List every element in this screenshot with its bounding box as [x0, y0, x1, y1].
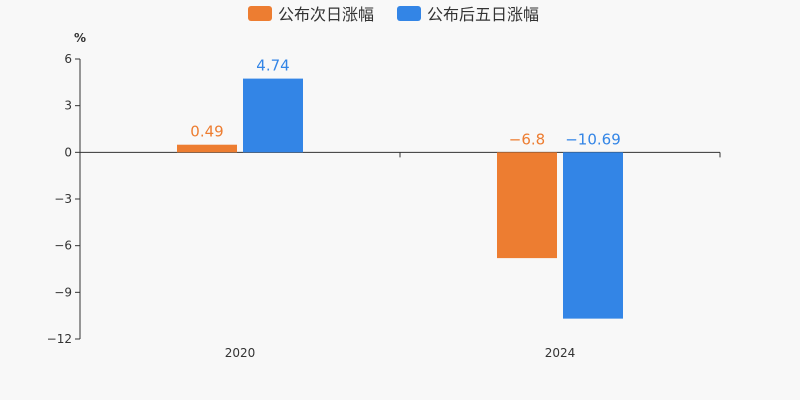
legend-label-next-day: 公布次日涨幅: [278, 5, 374, 24]
legend[interactable]: 公布次日涨幅 公布后五日涨幅: [248, 5, 539, 24]
bar: [243, 78, 303, 153]
bars: [177, 78, 623, 319]
bar-value-label: 0.49: [190, 123, 223, 141]
data-labels: 0.49 4.74 −6.8 −10.69: [190, 57, 620, 149]
y-tick-label: 6: [64, 52, 72, 66]
bar: [563, 152, 623, 319]
x-tick-label: 2024: [545, 346, 576, 360]
bar-value-label: −6.8: [509, 130, 545, 148]
y-tick-label: 3: [64, 99, 72, 113]
bar: [177, 144, 237, 153]
legend-swatch-five-day: [397, 6, 421, 21]
x-tick-label: 2020: [225, 346, 256, 360]
legend-label-five-day: 公布后五日涨幅: [427, 5, 539, 24]
bar: [497, 152, 557, 259]
legend-swatch-next-day: [248, 6, 272, 21]
y-tick-label: −12: [47, 332, 72, 346]
y-tick-label: 0: [64, 145, 72, 159]
bar-value-label: 4.74: [256, 57, 289, 75]
y-tick-label: −6: [54, 239, 72, 253]
y-axis-unit: %: [74, 31, 86, 45]
y-tick-label: −9: [54, 285, 72, 299]
y-tick-label: −3: [54, 192, 72, 206]
bar-value-label: −10.69: [565, 130, 621, 148]
